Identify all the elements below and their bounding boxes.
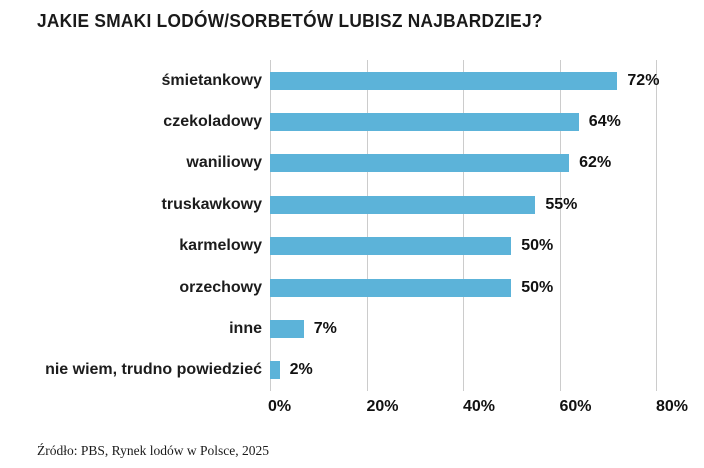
category-label: orzechowy — [179, 278, 262, 296]
bar — [270, 195, 536, 214]
x-tick-label: 80% — [656, 398, 689, 415]
plot-area: 72% 64% 62% 55% 50% 50% 7% 2% — [270, 60, 660, 391]
bar-value-label: 55% — [545, 195, 578, 213]
bar-value-label: 72% — [627, 71, 660, 89]
bar-row: 7% — [270, 308, 656, 349]
bar — [270, 71, 618, 90]
x-axis: 0% 20% 40% 60% 80% — [268, 398, 688, 420]
x-tick-label: 20% — [366, 398, 399, 415]
x-tick-label: 40% — [463, 398, 496, 415]
bar-value-label: 2% — [289, 361, 313, 379]
gridline — [270, 60, 271, 391]
bar — [270, 278, 512, 297]
bar-row: 50% — [270, 267, 656, 308]
x-tick-label: 0% — [268, 398, 292, 415]
bar-value-label: 62% — [579, 154, 612, 172]
bar-value-label: 50% — [521, 278, 554, 296]
bar-row: 62% — [270, 143, 656, 184]
bar — [270, 237, 512, 256]
gridline — [463, 60, 464, 391]
category-label: karmelowy — [179, 237, 262, 255]
category-label: śmietankowy — [161, 71, 262, 89]
category-label: czekoladowy — [163, 113, 262, 131]
bar-row: 2% — [270, 350, 656, 391]
x-tick-label: 60% — [559, 398, 592, 415]
category-label: inne — [229, 320, 262, 338]
bar-row: 64% — [270, 101, 656, 142]
category-label: truskawkowy — [161, 195, 262, 213]
category-label: waniliowy — [186, 154, 262, 172]
category-label: nie wiem, trudno powiedzieć — [45, 361, 262, 379]
category-axis: śmietankowy czekoladowy waniliowy truska… — [0, 60, 262, 391]
gridline — [559, 60, 561, 391]
gridline — [366, 60, 368, 391]
bar-row: 50% — [270, 226, 656, 267]
bar-value-label: 50% — [521, 237, 554, 255]
bar — [270, 113, 579, 132]
bar — [270, 320, 304, 339]
bar — [270, 361, 280, 380]
chart-title: JAKIE SMAKI LODÓW/SORBETÓW LUBISZ NAJBAR… — [37, 11, 543, 31]
bar-row: 55% — [270, 184, 656, 225]
gridline — [656, 60, 657, 391]
bar-value-label: 64% — [588, 113, 621, 131]
source-note: Źródło: PBS, Rynek lodów w Polsce, 2025 — [37, 443, 269, 458]
bar — [270, 154, 570, 173]
bar-value-label: 7% — [313, 320, 337, 338]
bar-row: 72% — [270, 60, 660, 101]
